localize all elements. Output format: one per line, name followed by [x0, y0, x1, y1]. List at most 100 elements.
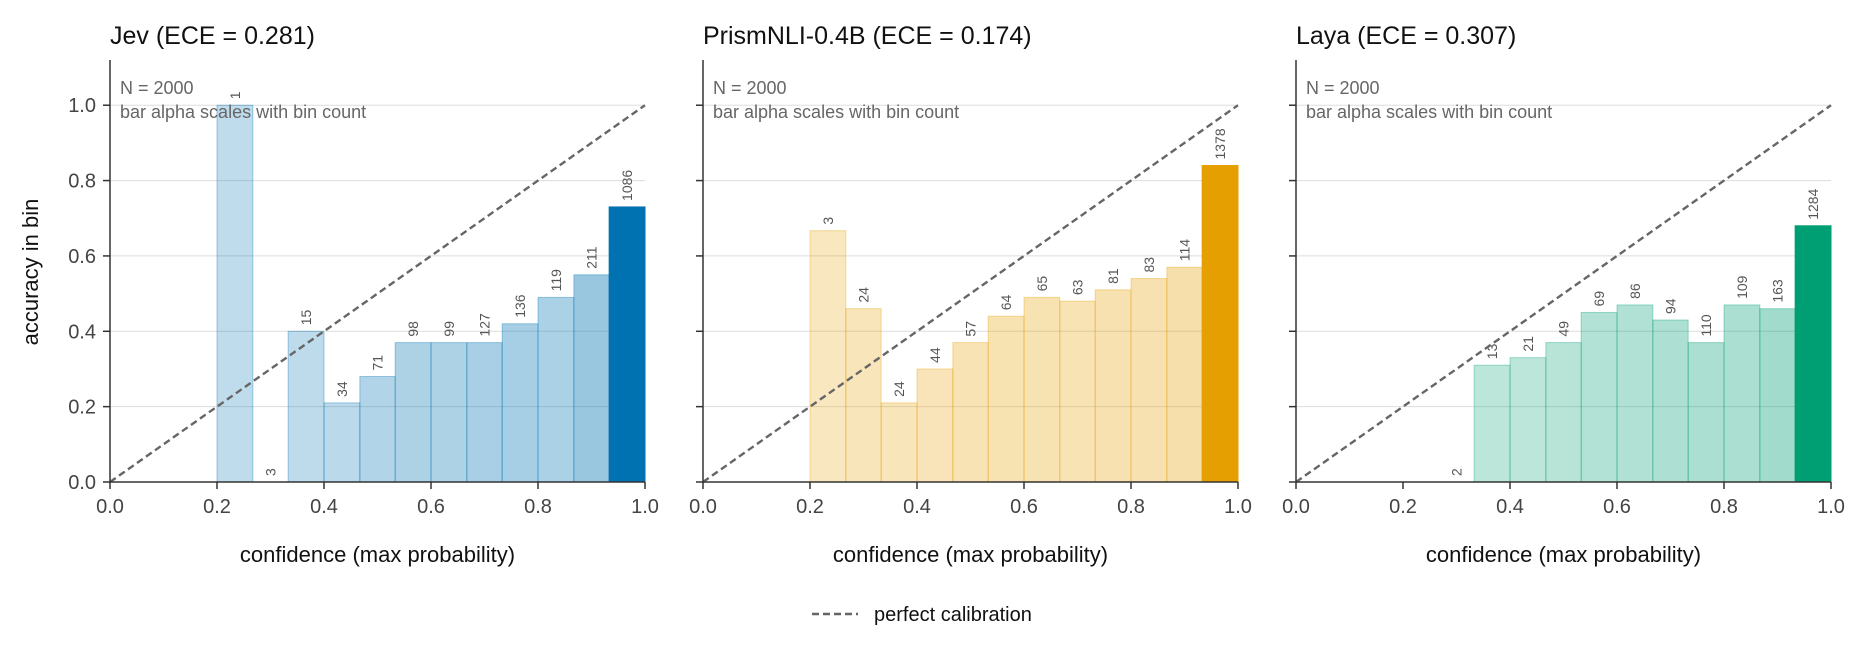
- x-tick-label: 0.2: [796, 496, 824, 518]
- bin-count-label: 71: [370, 355, 386, 371]
- bin-count-label: 98: [405, 321, 421, 337]
- panel-note: N = 2000: [1306, 78, 1380, 98]
- x-tick-label: 0.8: [1117, 496, 1145, 518]
- y-tick-label: 1.0: [68, 95, 96, 117]
- calibration-bar: [1094, 289, 1132, 483]
- y-axis-label: accuracy in bin: [18, 199, 43, 346]
- panel-2: 3 24 24 44 57 64 65 63 81 83 114 1378 0.0 0.2 0.4 0.6 0.…: [689, 22, 1252, 567]
- bin-count-label: 65: [1034, 276, 1050, 292]
- calibration-bar: [323, 402, 361, 483]
- bin-count-label: 163: [1770, 279, 1786, 303]
- calibration-bar: [501, 323, 539, 483]
- bin-count-label: 34: [334, 381, 350, 397]
- bin-count-label: 119: [548, 269, 564, 292]
- bin-count-label: 99: [441, 321, 457, 337]
- panel-note: bar alpha scales with bin count: [713, 102, 959, 122]
- calibration-bar: [845, 308, 882, 483]
- y-tick-label: 0.6: [68, 246, 96, 268]
- bin-count-label: 63: [1070, 279, 1086, 295]
- x-tick-label: 0.4: [1496, 496, 1524, 518]
- bin-count-label: 15: [298, 309, 314, 325]
- bin-count-label: 1284: [1805, 188, 1821, 219]
- bin-count-label: 94: [1663, 298, 1679, 314]
- bin-count-label: 21: [1520, 336, 1536, 352]
- y-tick-label: 0.8: [68, 171, 96, 193]
- x-tick-label: 0.6: [417, 496, 445, 518]
- calibration-bar: [287, 330, 325, 483]
- bin-count-label: 13: [1484, 343, 1500, 359]
- perfect-calibration-line: [109, 104, 646, 483]
- calibration-bar: [809, 230, 847, 483]
- panel-1: 1 3 15 34 71 98 99 127 136 119 211 1086 0.0 0.2 0.4 0.6…: [68, 22, 659, 567]
- calibration-bar: [608, 206, 646, 483]
- x-tick-label: 0.0: [96, 496, 124, 518]
- bin-count-label: 24: [856, 287, 872, 303]
- calibration-bar: [1023, 296, 1061, 483]
- calibration-bar: [430, 342, 468, 483]
- bin-count-label: 69: [1591, 291, 1607, 307]
- calibration-bar: [1723, 304, 1761, 483]
- bin-count-label: 57: [963, 321, 979, 337]
- x-axis-label: confidence (max probability): [833, 542, 1108, 567]
- bin-count-label: 86: [1627, 283, 1643, 299]
- calibration-bar: [1580, 311, 1618, 483]
- x-tick-label: 0.6: [1603, 496, 1631, 518]
- bin-count-label: 211: [584, 246, 600, 269]
- panel-note: N = 2000: [120, 78, 194, 98]
- calibration-bar: [1473, 364, 1511, 483]
- calibration-bar: [1687, 342, 1725, 483]
- calibration-bar: [1545, 342, 1582, 483]
- bin-count-label: 2: [1449, 468, 1465, 476]
- calibration-bar: [880, 402, 918, 483]
- x-tick-label: 0.8: [524, 496, 552, 518]
- x-tick-label: 1.0: [1224, 496, 1252, 518]
- bin-count-label: 1378: [1212, 128, 1228, 159]
- x-axis-label: confidence (max probability): [240, 542, 515, 567]
- x-tick-label: 0.8: [1710, 496, 1738, 518]
- panel-title: Jev (ECE = 0.281): [110, 22, 315, 50]
- x-tick-label: 0.2: [203, 496, 231, 518]
- x-tick-label: 0.6: [1010, 496, 1038, 518]
- calibration-bar: [1759, 308, 1796, 483]
- legend-label: perfect calibration: [874, 604, 1032, 626]
- panel-note: bar alpha scales with bin count: [1306, 102, 1552, 122]
- calibration-bar: [1794, 225, 1832, 483]
- y-tick-label: 0.2: [68, 397, 96, 419]
- x-tick-label: 0.0: [1282, 496, 1310, 518]
- y-tick-label: 0.4: [68, 321, 96, 343]
- calibration-bar: [1059, 300, 1096, 483]
- panel-title: PrismNLI-0.4B (ECE = 0.174): [703, 22, 1032, 50]
- panel-note: bar alpha scales with bin count: [120, 102, 366, 122]
- calibration-bar: [537, 296, 575, 483]
- calibration-bar: [1616, 304, 1654, 483]
- calibration-bar: [952, 342, 989, 483]
- perfect-calibration-line: [1295, 104, 1832, 483]
- calibration-bar: [394, 342, 432, 483]
- bin-count-label: 3: [263, 468, 279, 476]
- bin-count-label: 81: [1105, 268, 1121, 284]
- x-tick-label: 0.0: [689, 496, 717, 518]
- calibration-bar: [1166, 266, 1203, 483]
- bin-count-label: 1086: [619, 170, 635, 201]
- bin-count-label: 49: [1556, 321, 1572, 337]
- bin-count-label: 3: [820, 217, 836, 225]
- x-tick-label: 0.4: [310, 496, 338, 518]
- bin-count-label: 83: [1141, 257, 1157, 273]
- bin-count-label: 64: [998, 294, 1014, 310]
- calibration-bar: [1130, 278, 1168, 483]
- calibration-bar: [1509, 357, 1547, 483]
- calibration-bar: [987, 315, 1025, 483]
- bin-count-label: 110: [1698, 314, 1714, 337]
- bin-count-label: 24: [891, 381, 907, 397]
- x-tick-label: 1.0: [631, 496, 659, 518]
- calibration-bar: [1652, 319, 1689, 483]
- x-axis-label: confidence (max probability): [1426, 542, 1701, 567]
- panel-3: 2 13 21 49 69 86 94 110 109 163 1284 0.0 0.2 0.4 0.6 0.…: [1282, 22, 1845, 567]
- calibration-bar: [359, 376, 396, 483]
- y-tick-label: 0.0: [68, 472, 96, 494]
- calibration-bar: [1201, 165, 1239, 483]
- bin-count-label: 114: [1177, 239, 1193, 262]
